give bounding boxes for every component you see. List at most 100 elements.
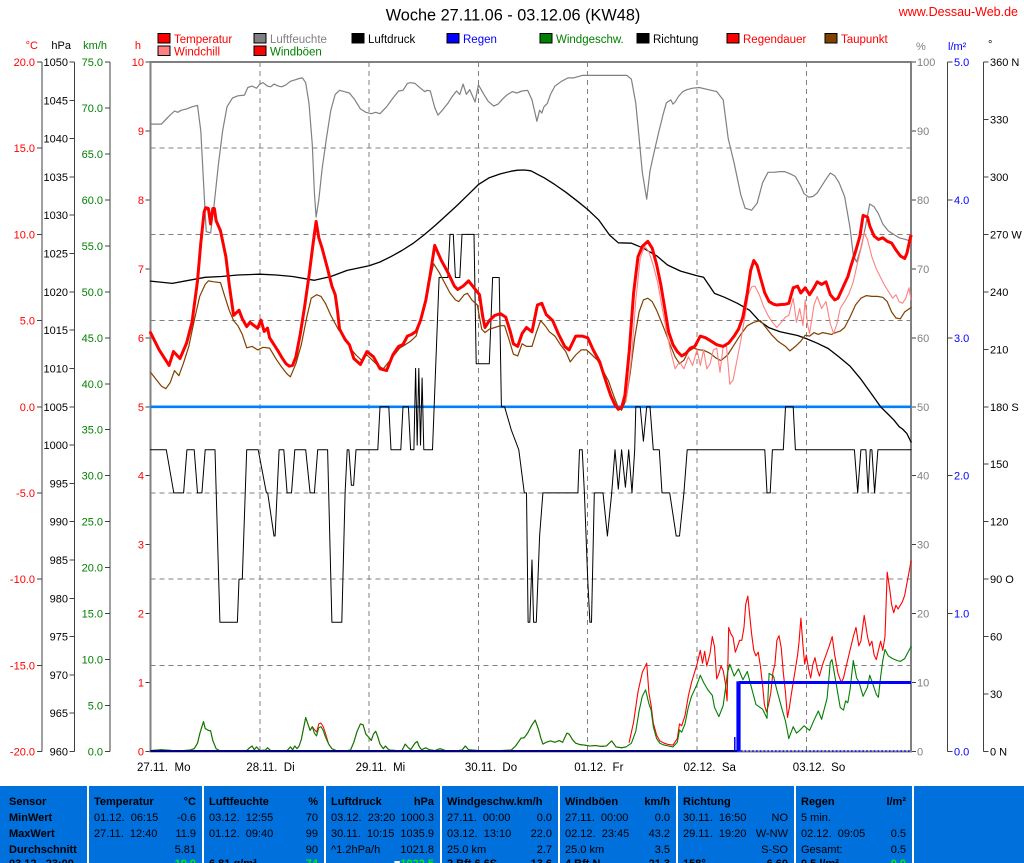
- svg-text:10.0: 10.0: [14, 229, 35, 241]
- svg-text:10: 10: [132, 57, 144, 69]
- svg-text:270 W: 270 W: [990, 229, 1022, 241]
- svg-text:90: 90: [917, 126, 929, 138]
- svg-text:90 O: 90 O: [990, 574, 1014, 586]
- svg-text:l/m²: l/m²: [948, 41, 967, 53]
- svg-text:5.0: 5.0: [88, 701, 103, 713]
- svg-text:10: 10: [917, 678, 929, 690]
- svg-text:180 S: 180 S: [990, 402, 1019, 414]
- svg-text:29.11. Mi: 29.11. Mi: [356, 762, 406, 774]
- svg-text:8: 8: [138, 195, 144, 207]
- svg-text:210: 210: [990, 344, 1008, 356]
- svg-text:1.0: 1.0: [954, 609, 969, 621]
- svg-text:65.0: 65.0: [82, 149, 103, 161]
- svg-text:1: 1: [138, 678, 144, 690]
- svg-text:-15.0: -15.0: [10, 660, 35, 672]
- svg-text:°C: °C: [26, 40, 38, 52]
- svg-text:120: 120: [990, 517, 1008, 529]
- svg-text:40.0: 40.0: [82, 379, 103, 391]
- svg-text:0.0: 0.0: [88, 747, 103, 759]
- svg-text:0.0: 0.0: [954, 747, 969, 759]
- svg-text:Temperatur: Temperatur: [174, 34, 232, 46]
- svg-text:0: 0: [138, 747, 144, 759]
- svg-text:240: 240: [990, 287, 1008, 299]
- svg-text:15.0: 15.0: [14, 143, 35, 155]
- svg-text:50.0: 50.0: [82, 287, 103, 299]
- svg-text:Woche 27.11.06 - 03.12.06 (KW4: Woche 27.11.06 - 03.12.06 (KW48): [386, 7, 641, 25]
- svg-text:h: h: [135, 40, 141, 52]
- svg-text:10.0: 10.0: [82, 655, 103, 667]
- svg-text:Luftfeuchte: Luftfeuchte: [270, 34, 327, 46]
- svg-text:hPa: hPa: [51, 40, 71, 52]
- svg-text:70.0: 70.0: [82, 103, 103, 115]
- svg-text:0 N: 0 N: [990, 747, 1007, 759]
- svg-text:5: 5: [138, 402, 144, 414]
- svg-text:28.11. Di: 28.11. Di: [246, 762, 294, 774]
- svg-text:0.0: 0.0: [20, 402, 35, 414]
- svg-text:990: 990: [50, 517, 68, 529]
- svg-text:01.12. Fr: 01.12. Fr: [574, 762, 623, 774]
- svg-text:970: 970: [50, 670, 68, 682]
- svg-text:2: 2: [138, 609, 144, 621]
- svg-text:Regen: Regen: [463, 34, 497, 46]
- svg-text:°: °: [988, 39, 992, 51]
- svg-text:27.11. Mo: 27.11. Mo: [137, 762, 191, 774]
- svg-text:Taupunkt: Taupunkt: [841, 34, 888, 46]
- svg-text:03.12. So: 03.12. So: [793, 762, 845, 774]
- svg-text:4: 4: [138, 471, 144, 483]
- svg-text:Richtung: Richtung: [653, 34, 698, 46]
- svg-text:985: 985: [50, 555, 68, 567]
- svg-text:-5.0: -5.0: [16, 488, 35, 500]
- svg-text:7: 7: [138, 264, 144, 276]
- svg-text:-10.0: -10.0: [10, 574, 35, 586]
- svg-text:Windgeschw.: Windgeschw.: [556, 34, 624, 46]
- svg-text:960: 960: [50, 747, 68, 759]
- svg-text:965: 965: [50, 708, 68, 720]
- svg-text:25.0: 25.0: [82, 517, 103, 529]
- svg-text:1005: 1005: [44, 402, 68, 414]
- svg-text:20.0: 20.0: [14, 57, 35, 69]
- svg-text:80: 80: [917, 195, 929, 207]
- svg-text:75.0: 75.0: [82, 57, 103, 69]
- svg-text:1020: 1020: [44, 287, 68, 299]
- svg-text:02.12. Sa: 02.12. Sa: [684, 762, 737, 774]
- svg-text:40: 40: [917, 471, 929, 483]
- svg-text:Windböen: Windböen: [270, 47, 322, 59]
- svg-text:60: 60: [917, 333, 929, 345]
- svg-text:www.Dessau-Web.de: www.Dessau-Web.de: [898, 5, 1018, 19]
- svg-text:30.0: 30.0: [82, 471, 103, 483]
- svg-text:30: 30: [990, 689, 1002, 701]
- svg-text:Luftdruck: Luftdruck: [368, 34, 416, 46]
- svg-text:1035: 1035: [44, 172, 68, 184]
- svg-text:km/h: km/h: [83, 40, 107, 52]
- svg-text:980: 980: [50, 593, 68, 605]
- svg-text:60: 60: [990, 632, 1002, 644]
- svg-text:3.0: 3.0: [954, 333, 969, 345]
- svg-text:0: 0: [917, 747, 923, 759]
- svg-text:-20.0: -20.0: [10, 747, 35, 759]
- svg-text:1000: 1000: [44, 440, 68, 452]
- svg-text:1050: 1050: [44, 57, 68, 69]
- svg-text:%: %: [916, 41, 926, 53]
- svg-text:30.11. Do: 30.11. Do: [465, 762, 517, 774]
- svg-text:1015: 1015: [44, 325, 68, 337]
- svg-text:20.0: 20.0: [82, 563, 103, 575]
- svg-text:1010: 1010: [44, 363, 68, 375]
- svg-text:6: 6: [138, 333, 144, 345]
- svg-text:995: 995: [50, 478, 68, 490]
- svg-text:300: 300: [990, 172, 1008, 184]
- svg-text:Windchill: Windchill: [174, 47, 220, 59]
- svg-text:975: 975: [50, 632, 68, 644]
- svg-text:360 N: 360 N: [990, 57, 1019, 69]
- svg-text:1040: 1040: [44, 134, 68, 146]
- svg-text:1025: 1025: [44, 249, 68, 261]
- svg-text:9: 9: [138, 126, 144, 138]
- svg-text:330: 330: [990, 115, 1008, 127]
- svg-text:35.0: 35.0: [82, 425, 103, 437]
- svg-text:55.0: 55.0: [82, 241, 103, 253]
- svg-text:150: 150: [990, 459, 1008, 471]
- svg-text:100: 100: [917, 57, 935, 69]
- svg-text:5.0: 5.0: [954, 57, 969, 69]
- svg-text:2.0: 2.0: [954, 471, 969, 483]
- svg-text:50: 50: [917, 402, 929, 414]
- svg-text:70: 70: [917, 264, 929, 276]
